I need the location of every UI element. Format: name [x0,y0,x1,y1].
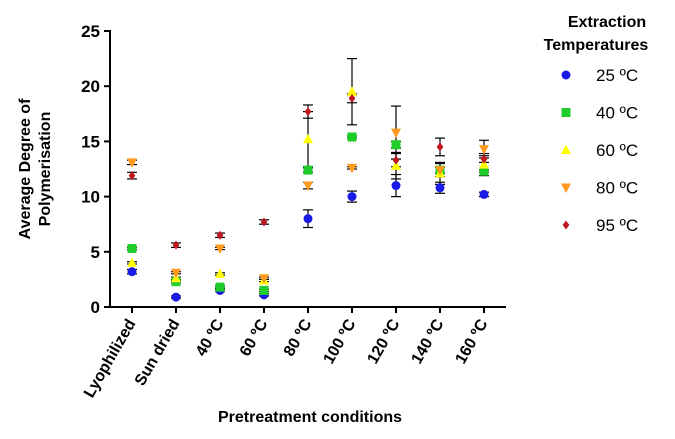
point-40-c-60-c [259,285,269,295]
x-tick-label-sun-dried: Sun dried [132,317,184,389]
legend-marker-60-c [561,144,571,154]
y-axis-title-line-1: Average Degree of [17,98,34,239]
point-80-c-sun-dried [171,268,181,279]
point-60-c-160-c [479,159,489,169]
point-95-c-40-c [216,230,224,240]
y-axis-title-line-2: Polymerisation [37,112,54,227]
y-tick-label: 25 [81,22,100,41]
point-60-c-120-c [391,160,401,170]
x-tick-label-120-c: 120 ºC [364,316,403,367]
point-25-c-sun-dried [171,292,181,302]
point-95-c-120-c [392,155,400,165]
legend-label-60-c: 60 ºC [596,141,638,160]
point-25-c-80-c [303,214,313,224]
data-markers [127,86,489,302]
legend-marker-25-c [561,70,571,80]
legend-label-95-c: 95 ºC [596,216,638,235]
legend-marker-40-c [561,108,571,117]
point-25-c-140-c [435,183,445,193]
legend-label-25-c: 25 ºC [596,66,638,85]
error-bars [127,57,489,299]
legend: Extraction Temperatures 25 ºC 40 ºC 60 ºC 80 … [544,14,649,235]
y-tick-label: 0 [91,298,100,317]
point-95-c-100-c [348,93,356,103]
point-80-c-100-c [347,163,357,174]
x-tick-label-80-c: 80 ºC [281,316,316,359]
y-tick-label: 20 [81,77,100,96]
point-95-c-lyophilized [128,171,136,181]
y-tick-label: 10 [81,188,100,207]
point-25-c-lyophilized [127,267,137,277]
x-tick-label-60-c: 60 ºC [237,316,272,359]
point-80-c-40-c [215,244,225,254]
point-40-c-lyophilized [127,243,137,253]
point-25-c-100-c [347,192,357,202]
legend-marker-95-c [562,220,570,230]
point-80-c-80-c [303,181,313,192]
point-95-c-sun-dried [172,240,180,250]
point-60-c-lyophilized [127,257,137,267]
point-80-c-120-c [391,128,401,139]
point-40-c-40-c [215,282,225,292]
legend-label-80-c: 80 ºC [596,179,638,198]
x-tick-label-100-c: 100 ºC [320,316,359,367]
point-40-c-120-c [391,140,401,150]
x-tick-label-40-c: 40 ºC [193,316,228,359]
y-tick-label: 15 [81,132,100,151]
point-40-c-160-c [479,166,489,176]
x-tick-label-lyophilized: Lyophilized [81,317,139,401]
point-40-c-100-c [347,132,357,142]
legend-marker-80-c [561,183,571,193]
legend-label-40-c: 40 ºC [596,104,638,123]
point-60-c-40-c [215,268,225,278]
point-95-c-160-c [480,154,488,164]
legend-title-line-2: Temperatures [544,37,649,54]
y-tick-label: 5 [91,243,100,262]
point-25-c-160-c [479,189,489,199]
legend-title-line-1: Extraction [568,14,646,31]
point-80-c-lyophilized [127,158,137,168]
point-25-c-120-c [391,181,401,191]
point-40-c-80-c [303,165,313,175]
point-95-c-80-c [304,107,312,117]
x-tick-label-140-c: 140 ºC [408,316,447,367]
x-tick-label-160-c: 160 ºC [452,316,491,367]
x-axis-title: Pretreatment conditions [218,409,402,426]
point-80-c-160-c [479,145,489,155]
point-80-c-60-c [259,274,269,284]
point-95-c-60-c [260,217,268,227]
point-60-c-100-c [347,86,357,96]
point-80-c-140-c [435,166,445,176]
point-60-c-80-c [303,133,313,144]
point-95-c-140-c [436,142,444,152]
